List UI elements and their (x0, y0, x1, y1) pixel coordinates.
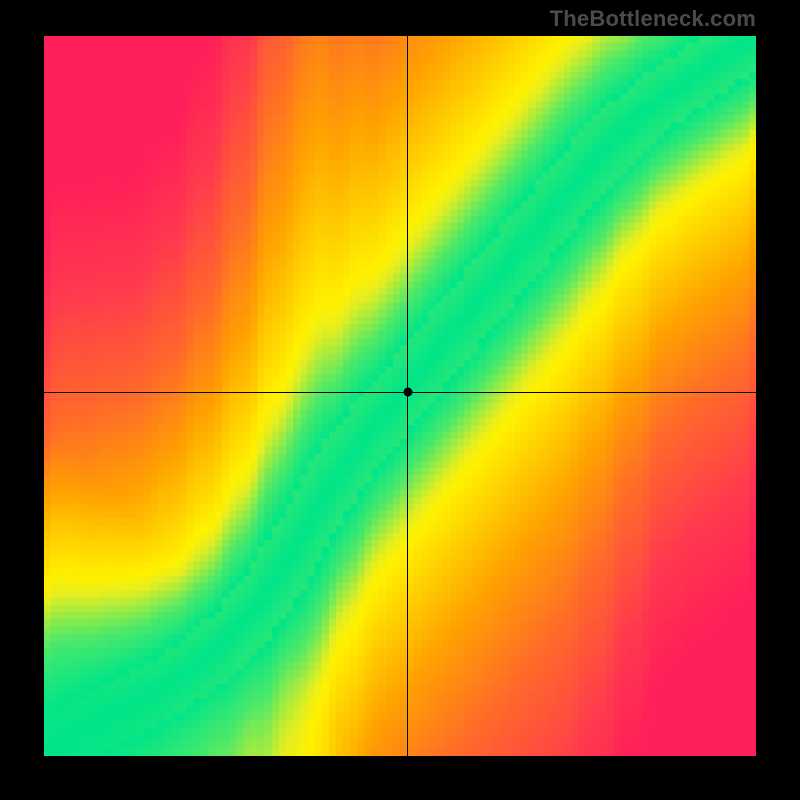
crosshair-horizontal (44, 392, 756, 393)
intersection-marker (403, 388, 412, 397)
heatmap-plot (44, 36, 756, 756)
watermark-text: TheBottleneck.com (550, 6, 756, 32)
heatmap-canvas (44, 36, 756, 756)
